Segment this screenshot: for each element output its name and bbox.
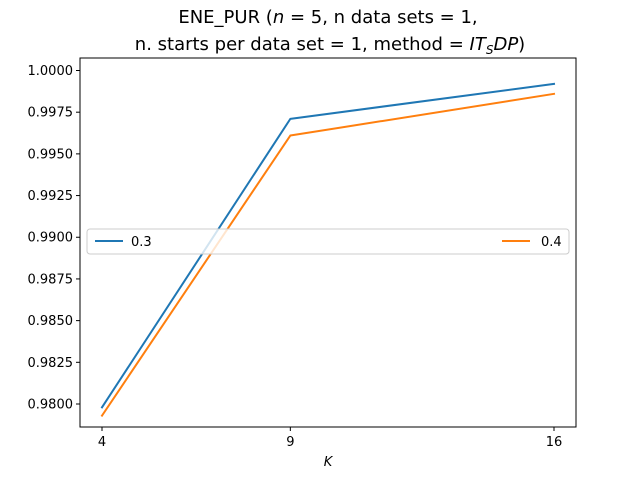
y-tick-label: 0.9875 bbox=[28, 272, 74, 287]
y-tick-label: 0.9900 bbox=[28, 231, 74, 246]
x-axis: 4 9 16 bbox=[98, 427, 562, 450]
y-tick-label: 0.9825 bbox=[28, 356, 74, 371]
chart-title-line-2: n. starts per data set = 1, method = ITS… bbox=[135, 34, 525, 57]
legend-label-0-4: 0.4 bbox=[541, 235, 562, 250]
series-line-0-3 bbox=[100, 82, 556, 409]
legend-label-0-3: 0.3 bbox=[131, 235, 152, 250]
legend: 0.3 0.4 bbox=[86, 228, 570, 255]
x-tick-label: 9 bbox=[286, 435, 294, 450]
y-tick-label: 0.9800 bbox=[28, 397, 74, 412]
series-line-0-4 bbox=[100, 92, 556, 418]
y-tick-label: 0.9975 bbox=[28, 106, 74, 121]
x-tick-label: 4 bbox=[98, 435, 106, 450]
chart-title-line-1: ENE_PUR (n = 5, n data sets = 1, bbox=[178, 7, 477, 28]
series-layer bbox=[100, 82, 556, 418]
y-tick-label: 0.9950 bbox=[28, 147, 74, 162]
x-tick-label: 16 bbox=[546, 435, 563, 450]
y-tick-label: 1.0000 bbox=[28, 64, 74, 79]
y-axis: 0.9800 0.9825 0.9850 0.9875 0.9900 0.9925 0.99… bbox=[28, 64, 80, 412]
y-tick-label: 0.9925 bbox=[28, 189, 74, 204]
legend-box bbox=[86, 228, 570, 255]
y-tick-label: 0.9850 bbox=[28, 314, 74, 329]
x-axis-label: K bbox=[324, 455, 334, 470]
